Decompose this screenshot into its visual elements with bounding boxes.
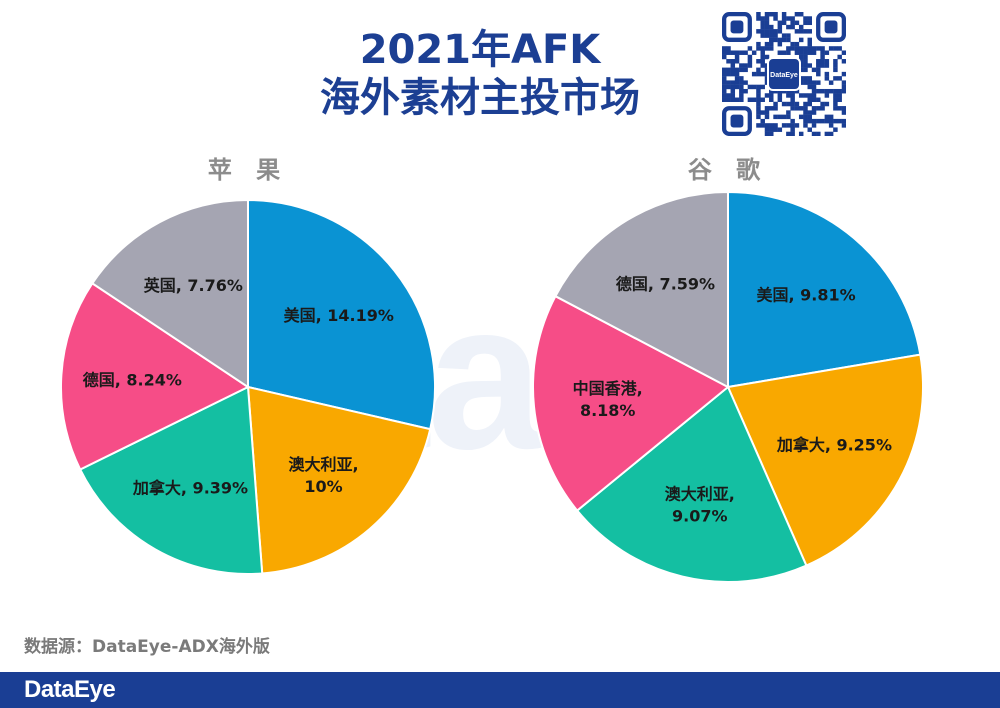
pie-chart-google: 美国, 9.81% 加拿大, 9.25% 澳大利亚, 9.07% 中国香港, 8.18% 德…: [532, 190, 925, 584]
pie-slice: [554, 190, 729, 389]
qr-code: DataEye: [722, 12, 847, 137]
pie-slice: [78, 385, 264, 575]
pie-slice: [727, 190, 922, 389]
data-source: 数据源：DataEye-ADX海外版: [24, 637, 270, 657]
qr-code-graphic: DataEye: [722, 12, 847, 137]
pie-slice: [247, 198, 436, 431]
slice-label: 加拿大, 9.25%: [776, 436, 892, 455]
chart-title-google: 谷 歌: [687, 156, 769, 184]
slice-label: 美国, 9.81%: [757, 286, 856, 305]
page-title: 2021年AFK 海外素材主投市场: [200, 26, 760, 122]
slice-label: 澳大利亚, 9.07%: [665, 485, 735, 526]
pie-slice: [90, 198, 249, 389]
slice-label: 中国香港, 8.18%: [573, 379, 643, 420]
pie-slice: [726, 353, 925, 567]
pie-slice: [60, 281, 251, 471]
footer-bar: DataEye: [0, 672, 1000, 708]
slice-label: 美国, 14.19%: [284, 306, 394, 325]
pie-slice: [575, 385, 808, 584]
slice-label: 澳大利亚, 10%: [288, 455, 358, 496]
slice-label: 加拿大, 9.39%: [132, 479, 248, 498]
chart-title-apple: 苹 果: [207, 156, 289, 184]
slice-label: 英国, 7.76%: [143, 276, 243, 295]
qr-badge-text: DataEye: [770, 72, 798, 79]
pie-chart-apple: 美国, 14.19% 澳大利亚, 10% 加拿大, 9.39% 德国, 8.24% 英国,…: [60, 198, 436, 575]
footer-logo: DataEye: [24, 676, 116, 703]
pie-slice: [246, 385, 432, 575]
slice-label: 德国, 7.59%: [616, 275, 715, 294]
page-title-line1: 2021年AFK: [359, 27, 601, 73]
slice-label: 德国, 8.24%: [83, 370, 182, 389]
page-title-line2: 海外素材主投市场: [320, 75, 640, 121]
pie-slice: [532, 294, 730, 512]
